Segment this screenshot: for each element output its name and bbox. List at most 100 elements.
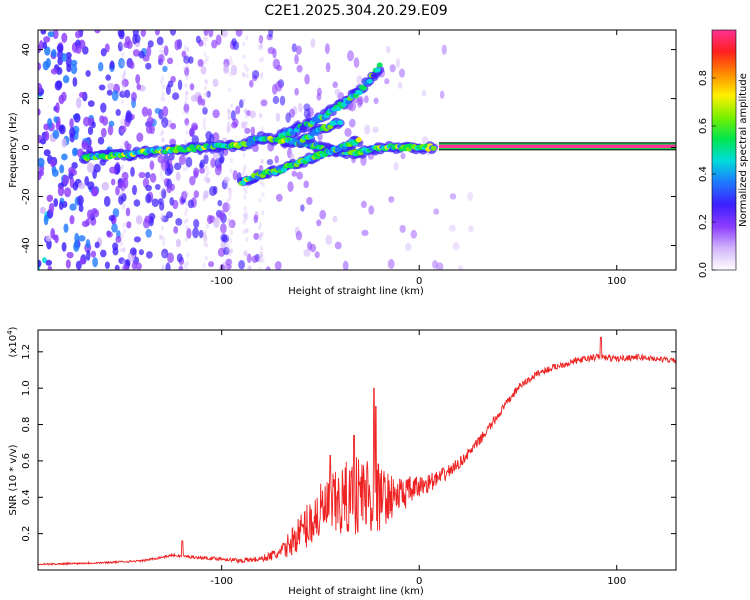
heatmap-cell — [154, 30, 160, 36]
y-tick-label: 1.0 — [21, 380, 32, 396]
heatmap-cell — [146, 116, 154, 125]
heatmap-cell — [154, 183, 161, 191]
heatmap-cell — [468, 225, 474, 233]
heatmap-cell — [206, 170, 210, 176]
heatmap-cell — [132, 49, 141, 57]
heatmap-cell — [220, 223, 227, 234]
heatmap-cell — [226, 184, 230, 190]
heatmap-cell — [160, 215, 164, 221]
heatmap-cell — [183, 219, 187, 225]
heatmap-cell — [161, 137, 165, 142]
heatmap-cell — [259, 232, 264, 238]
heatmap-cell — [242, 152, 246, 158]
heatmap-cell — [122, 71, 127, 77]
heatmap-cell — [227, 115, 231, 121]
heatmap-cell — [203, 92, 207, 98]
heatmap-cell — [83, 116, 91, 127]
heatmap-cell — [121, 187, 125, 193]
heatmap-cell — [376, 62, 383, 68]
heatmap-cell — [279, 95, 286, 106]
heatmap-cell — [178, 265, 184, 270]
heatmap-cell — [303, 180, 309, 189]
heatmap-cell — [45, 259, 53, 266]
heatmap-cell — [228, 219, 236, 229]
heatmap-cell — [226, 246, 230, 252]
heatmap-cell — [217, 199, 223, 207]
heatmap-cell — [203, 233, 207, 239]
heatmap-cell — [304, 74, 310, 85]
heatmap-cell — [295, 45, 302, 55]
heatmap-cell — [211, 39, 218, 49]
heatmap-cell — [229, 157, 233, 163]
heatmap-cell — [115, 185, 120, 196]
heatmap-cell — [266, 158, 274, 166]
heatmap-cell — [260, 126, 264, 132]
heatmap-cell — [161, 265, 165, 270]
heatmap-cell — [314, 251, 320, 259]
heatmap-cell — [162, 165, 166, 171]
heatmap-cell — [272, 58, 281, 70]
heatmap-cell — [183, 262, 187, 268]
heatmap-cell — [226, 120, 230, 126]
heatmap-cell — [109, 60, 115, 70]
heatmap-cell — [227, 123, 231, 129]
chart-title: C2E1.2025.304.20.29.E09 — [264, 3, 447, 19]
heatmap-cell — [430, 145, 437, 151]
heatmap-cell — [193, 170, 199, 179]
heatmap-cell — [319, 209, 327, 220]
heatmap-cell — [132, 184, 137, 196]
heatmap-cell — [229, 248, 233, 253]
heatmap-cell — [244, 211, 249, 217]
heatmap-cell — [202, 36, 206, 42]
heatmap-cell — [186, 252, 190, 258]
heatmap-cell — [204, 164, 208, 170]
heatmap-cell — [388, 196, 395, 203]
heatmap-cell — [175, 171, 181, 181]
heatmap-cell — [360, 200, 367, 209]
heatmap-cell — [306, 196, 313, 206]
heatmap-cell — [221, 234, 230, 243]
heatmap-cell — [168, 152, 175, 161]
heatmap-cell — [48, 202, 55, 213]
heatmap-cell — [120, 266, 124, 270]
heatmap-cell — [98, 84, 106, 91]
heatmap-cell — [40, 138, 47, 145]
heatmap-cell — [260, 158, 264, 164]
heatmap-cell — [258, 232, 262, 238]
colorbar-frame — [711, 29, 737, 271]
heatmap-cell — [384, 78, 390, 85]
heatmap-cell — [58, 201, 64, 211]
heatmap-cell — [289, 130, 296, 136]
heatmap-cell — [296, 64, 303, 73]
heatmap-cell — [173, 226, 179, 234]
heatmap-cell — [230, 103, 234, 109]
heatmap-cell — [316, 87, 322, 96]
heatmap-cell — [61, 153, 68, 161]
heatmap-cell — [203, 41, 207, 47]
heatmap-cell — [226, 128, 230, 134]
heatmap-cell — [120, 192, 127, 202]
heatmap-cell — [135, 74, 141, 85]
heatmap-cell — [39, 169, 44, 177]
heatmap-cell — [271, 83, 278, 95]
heatmap-cell — [58, 94, 65, 105]
heatmap-cell — [258, 34, 264, 44]
heatmap-cell — [120, 121, 124, 127]
heatmap-cell — [161, 240, 166, 246]
heatmap-cell — [52, 30, 59, 40]
heatmap-cell — [72, 181, 79, 191]
heatmap-cell — [229, 60, 233, 66]
heatmap-cell — [129, 247, 137, 256]
heatmap-cell — [203, 190, 209, 199]
heatmap-cell — [242, 72, 246, 78]
heatmap-cell — [161, 215, 169, 223]
heatmap-cell — [43, 123, 50, 131]
heatmap-cell — [120, 175, 124, 181]
heatmap-cell — [50, 68, 58, 75]
y-tick-label: 40 — [21, 43, 32, 56]
heatmap-cell — [202, 106, 208, 115]
colorbar-tick-label: 0.4 — [698, 166, 709, 182]
heatmap-cell — [184, 95, 188, 101]
heatmap-cell — [107, 124, 114, 136]
heatmap-cell — [355, 137, 362, 143]
